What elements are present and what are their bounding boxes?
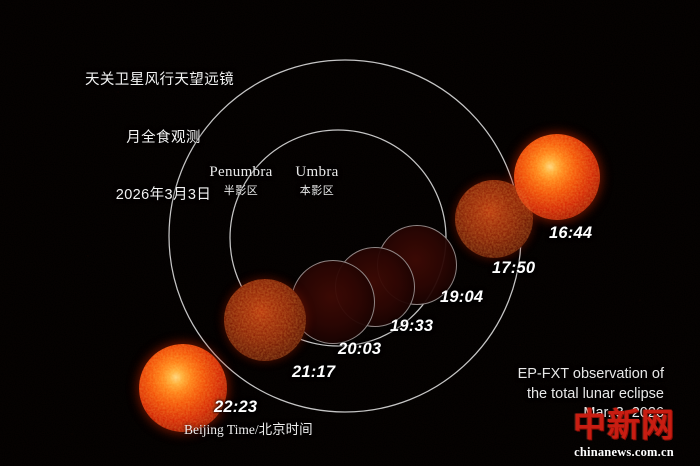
umbra-label-cn: 本影区 bbox=[299, 185, 335, 197]
caption-line-1: EP-FXT observation of bbox=[517, 366, 664, 382]
timestamp-2117: 21:17 bbox=[292, 363, 336, 381]
umbra-label: Umbra 本影区 bbox=[277, 164, 357, 198]
penumbra-label: Penumbra 半影区 bbox=[193, 164, 289, 198]
timestamp-1933: 19:33 bbox=[390, 317, 434, 335]
umbra-label-en: Umbra bbox=[295, 164, 339, 180]
title-line-3: 2026年3月3日 bbox=[115, 187, 212, 203]
caption-line-2: the total lunar eclipse bbox=[526, 385, 664, 402]
penumbra-label-cn: 半影区 bbox=[223, 185, 259, 197]
title-line-1: 天关卫星风行天望远镜 bbox=[85, 72, 234, 89]
beijing-time-label: Beijing Time/北京时间 bbox=[184, 422, 313, 437]
title-line-2: 月全食观测 bbox=[126, 129, 201, 146]
moon-disk-2117 bbox=[224, 279, 306, 361]
penumbra-label-en: Penumbra bbox=[209, 164, 273, 180]
timestamp-1644: 16:44 bbox=[549, 224, 593, 242]
timestamp-2003: 20:03 bbox=[338, 340, 382, 358]
caption-line-3: Mar. 3, 2026 bbox=[583, 405, 664, 422]
timestamp-2223: 22:23 bbox=[214, 398, 258, 416]
timestamp-1904: 19:04 bbox=[440, 288, 484, 306]
timestamp-1750: 17:50 bbox=[492, 259, 536, 277]
title-block: 天关卫星风行天望远镜 月全食观测 2026年3月3日 bbox=[85, 33, 234, 243]
observation-caption: EP-FXT observation of the total lunar ec… bbox=[518, 365, 664, 424]
moon-disk-1644 bbox=[514, 134, 600, 220]
